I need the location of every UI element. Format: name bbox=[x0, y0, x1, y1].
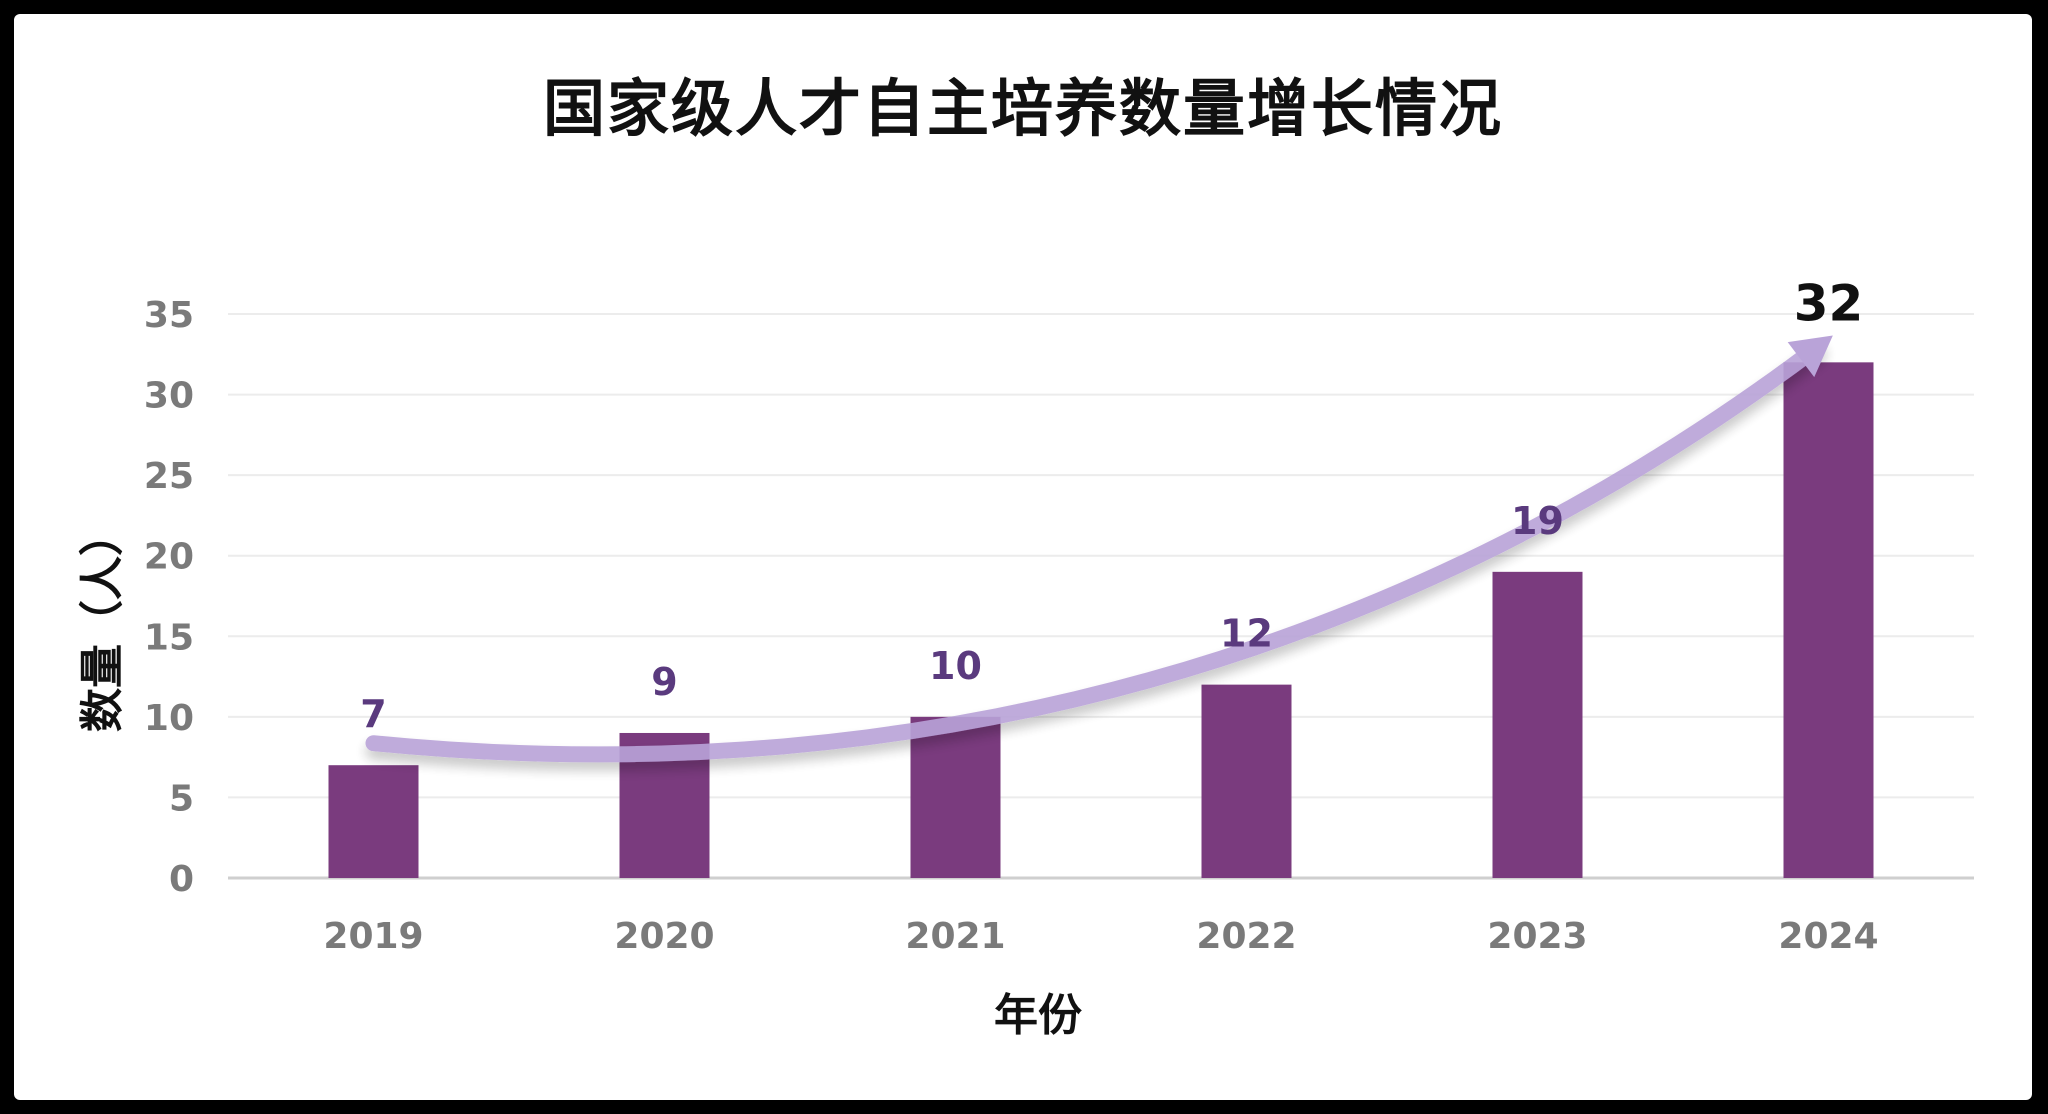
x-tick-label: 2024 bbox=[1778, 916, 1878, 957]
x-tick-label: 2022 bbox=[1196, 916, 1296, 957]
bar-2024 bbox=[1783, 362, 1874, 878]
bar-2021 bbox=[910, 716, 1001, 878]
bars bbox=[328, 362, 1874, 878]
x-axis-label: 年份 bbox=[994, 990, 1082, 1041]
y-tick-label: 35 bbox=[144, 295, 194, 336]
y-axis-label: 数量（人） bbox=[77, 512, 128, 732]
data-label: 12 bbox=[1220, 612, 1273, 656]
x-tick-label: 2020 bbox=[614, 916, 714, 957]
x-tick-label: 2019 bbox=[323, 916, 423, 957]
chart-frame: 国家级人才自主培养数量增长情况 0 5 10 15 20 25 30 35 7 2019 9 2020… bbox=[14, 14, 2032, 1100]
x-tick-label: 2023 bbox=[1487, 916, 1587, 957]
y-tick-label: 20 bbox=[144, 537, 194, 578]
x-tick-label: 2021 bbox=[905, 916, 1005, 957]
data-label: 9 bbox=[651, 660, 677, 704]
bar-2022 bbox=[1201, 684, 1292, 878]
data-label: 19 bbox=[1511, 499, 1564, 543]
y-tick-label: 0 bbox=[169, 859, 194, 900]
trend-arrowhead bbox=[1787, 335, 1833, 378]
y-tick-label: 10 bbox=[144, 698, 194, 739]
y-tick-label: 25 bbox=[144, 456, 194, 497]
bar-2019 bbox=[328, 765, 419, 878]
y-tick-label: 5 bbox=[169, 778, 194, 819]
data-label: 7 bbox=[360, 692, 386, 736]
y-tick-label: 30 bbox=[144, 376, 194, 417]
trend-arrow bbox=[365, 335, 1833, 763]
y-tick-label: 15 bbox=[144, 617, 194, 658]
trend-curve bbox=[365, 338, 1827, 763]
data-label: 32 bbox=[1794, 274, 1864, 332]
gridlines bbox=[228, 313, 1974, 880]
bar-chart: 0 5 10 15 20 25 30 35 7 2019 9 2020 10 2021 12 2022 19 20… bbox=[77, 274, 1974, 1041]
bar-2023 bbox=[1492, 571, 1583, 878]
labels: 0 5 10 15 20 25 30 35 7 2019 9 2020 10 2021 12 2022 19 20… bbox=[144, 274, 1879, 957]
chart-title: 国家级人才自主培养数量增长情况 bbox=[542, 72, 1503, 145]
data-label: 10 bbox=[929, 644, 982, 688]
